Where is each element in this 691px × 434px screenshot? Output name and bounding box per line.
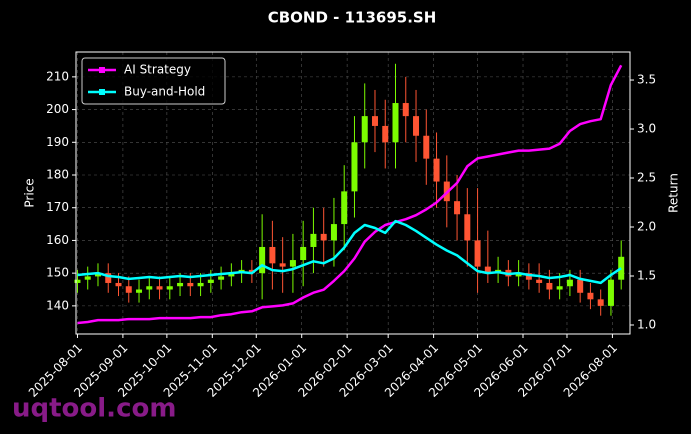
candle-body xyxy=(197,282,204,287)
legend-box xyxy=(81,57,226,105)
candle-body xyxy=(115,282,122,287)
legend-label: AI Strategy xyxy=(124,63,191,77)
chart-title: CBOND - 113695.SH xyxy=(268,9,437,27)
candle-body xyxy=(382,125,389,143)
legend-marker xyxy=(99,89,105,95)
candle-body xyxy=(484,266,491,274)
series-line xyxy=(77,219,622,285)
candle-body xyxy=(474,240,481,267)
candle-body xyxy=(289,260,296,267)
candle-body xyxy=(433,158,440,182)
candle-body xyxy=(269,246,276,264)
candle-body xyxy=(125,286,132,293)
y-tick-label: 190 xyxy=(46,135,69,149)
candle-body xyxy=(218,276,225,280)
candle-body xyxy=(320,233,327,241)
candle-body xyxy=(402,103,409,117)
candle-body xyxy=(146,286,153,290)
candle-body xyxy=(413,116,420,136)
candle-body xyxy=(423,135,430,159)
candle-body xyxy=(166,286,173,290)
candle-body xyxy=(515,273,522,277)
candle-body xyxy=(156,286,163,290)
candle-body xyxy=(577,279,584,293)
candle-body xyxy=(546,282,553,290)
candle-body xyxy=(607,279,614,306)
candle-body xyxy=(84,276,91,280)
y-tick-label: 180 xyxy=(46,168,69,182)
series-line xyxy=(77,64,623,325)
y-tick-label: 200 xyxy=(46,102,69,116)
candle-body xyxy=(556,286,563,290)
candle-body xyxy=(597,299,604,306)
legend-marker xyxy=(99,67,105,73)
candle-body xyxy=(310,233,317,247)
y2-tick-label: 1.0 xyxy=(637,317,656,331)
candle-body xyxy=(392,103,399,143)
y-axis-label: Price xyxy=(23,178,37,207)
y2-tick-label: 3.0 xyxy=(637,122,656,136)
candle-body xyxy=(371,116,378,126)
candle-body xyxy=(74,279,81,283)
legend-label: Buy-and-Hold xyxy=(124,85,205,99)
y-tick-label: 210 xyxy=(46,69,69,83)
candle-body xyxy=(279,263,286,267)
y-tick-label: 160 xyxy=(46,233,69,247)
y2-tick-label: 2.5 xyxy=(637,171,656,185)
candle-body xyxy=(228,273,235,277)
y2-axis-label: Return xyxy=(667,173,681,213)
y2-tick-label: 2.0 xyxy=(637,220,656,234)
candle-body xyxy=(361,116,368,143)
candle-body xyxy=(207,279,214,283)
candle-body xyxy=(587,292,594,300)
y2-tick-label: 3.5 xyxy=(637,73,656,87)
candle-body xyxy=(536,279,543,283)
y-tick-label: 170 xyxy=(46,200,69,214)
candle-body xyxy=(351,142,358,192)
candle-body xyxy=(566,279,573,287)
candle-body xyxy=(341,191,348,225)
candle-body xyxy=(248,269,255,274)
candle-body xyxy=(300,246,307,261)
candle-body xyxy=(105,273,112,283)
candle-body xyxy=(94,273,101,277)
watermark: uqtool.com xyxy=(12,394,176,424)
candle-body xyxy=(454,201,461,215)
y-tick-label: 150 xyxy=(46,266,69,280)
y-tick-label: 140 xyxy=(46,298,69,312)
candle-body xyxy=(525,273,532,280)
candle-body xyxy=(464,214,471,241)
candle-body xyxy=(187,282,194,287)
candle-body xyxy=(136,289,143,293)
plot-frame xyxy=(75,51,631,335)
candle-body xyxy=(330,224,337,241)
y2-tick-label: 1.5 xyxy=(637,268,656,282)
candle-body xyxy=(259,246,266,274)
candle-body xyxy=(177,282,184,287)
